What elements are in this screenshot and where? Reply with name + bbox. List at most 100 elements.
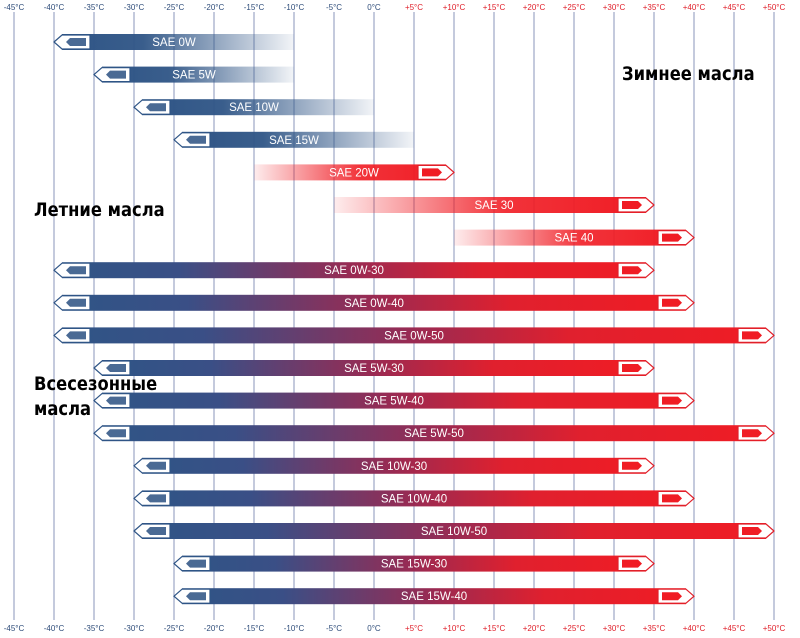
bar-body [334, 197, 646, 213]
heat-limit-arrow-inner-icon [742, 331, 762, 340]
bar-sae-5w-30: SAE 5W-30 [93, 360, 655, 376]
bars: SAE 0W SAE 5W SAE 10W SAE 15W SAE 20W SAE 30 S… [53, 34, 775, 605]
bar-label: SAE 15W [269, 135, 319, 147]
cold-limit-arrow-inner-icon [186, 592, 206, 601]
bar-label: SAE 10W [229, 102, 279, 114]
cold-limit-arrow-inner-icon [186, 559, 206, 568]
bar-sae-15w-30: SAE 15W-30 [173, 555, 655, 572]
cold-limit-arrow-inner-icon [106, 429, 126, 438]
bar-body [62, 262, 646, 279]
bar-sae-10w-30: SAE 10W-30 [133, 457, 655, 474]
heat-limit-arrow-inner-icon [622, 201, 642, 209]
x-tick-top: +45°C [723, 3, 746, 12]
x-tick-top: -5°C [326, 3, 342, 12]
x-tick-bottom: +30°C [603, 624, 626, 633]
bar-sae-15w-40: SAE 15W-40 [173, 588, 695, 605]
heat-limit-arrow-inner-icon [622, 266, 642, 275]
bar-label: SAE 30 [475, 200, 514, 212]
x-tick-bottom: +10°C [443, 624, 466, 633]
x-tick-top: +50°C [763, 3, 786, 12]
bar-sae-20w: SAE 20W [254, 164, 455, 181]
x-tick-bottom: -15°C [244, 624, 265, 633]
bar-body [182, 588, 686, 605]
cold-limit-arrow-inner-icon [146, 103, 166, 112]
x-tick-bottom: -20°C [204, 624, 225, 633]
x-tick-bottom: -10°C [284, 624, 305, 633]
heat-limit-arrow-inner-icon [662, 298, 682, 307]
x-tick-bottom: -30°C [124, 624, 145, 633]
bar-body [62, 327, 766, 344]
cold-limit-arrow-inner-icon [66, 298, 86, 307]
bar-sae-0w-30: SAE 0W-30 [53, 262, 655, 279]
bar-sae-10w-50: SAE 10W-50 [133, 523, 775, 539]
bar-body [142, 523, 766, 539]
bar-sae-10w: SAE 10W [133, 99, 374, 116]
bar-sae-30: SAE 30 [334, 197, 655, 213]
cold-limit-arrow-inner-icon [66, 331, 86, 340]
bar-label: SAE 15W-40 [401, 591, 467, 603]
bar-label: SAE 0W [152, 37, 196, 49]
x-tick-top: -30°C [124, 3, 145, 12]
bar-label: SAE 10W-50 [421, 526, 487, 538]
bar-label: SAE 0W-40 [344, 298, 404, 310]
x-tick-top: -40°C [44, 3, 65, 12]
bar-sae-5w-50: SAE 5W-50 [93, 425, 775, 442]
bar-label: SAE 5W [172, 70, 216, 82]
cold-limit-arrow-inner-icon [146, 527, 166, 535]
heat-limit-arrow-inner-icon [622, 461, 642, 470]
bar-sae-15w: SAE 15W [173, 131, 414, 148]
x-tick-top: +15°C [483, 3, 506, 12]
bar-label: SAE 15W-30 [381, 559, 447, 571]
x-tick-bottom: +40°C [683, 624, 706, 633]
cold-limit-arrow-inner-icon [66, 38, 86, 46]
bar-body [142, 457, 646, 474]
x-tick-top: +10°C [443, 3, 466, 12]
x-tick-top: -45°C [4, 3, 25, 12]
bar-sae-0w-40: SAE 0W-40 [53, 294, 695, 311]
bar-label: SAE 20W [329, 167, 379, 179]
x-tick-top: -20°C [204, 3, 225, 12]
heat-limit-arrow-inner-icon [422, 168, 442, 177]
cold-limit-arrow-inner-icon [106, 396, 126, 405]
x-axis-top-ticks: -45°C -40°C -35°C -30°C -25°C -20°C -15°C -10°C… [4, 3, 786, 12]
bar-body [142, 490, 686, 507]
bar-label: SAE 0W-50 [384, 330, 444, 342]
annotation-winter-oils: Зимнее масла [622, 63, 755, 85]
heat-limit-arrow-inner-icon [662, 494, 682, 503]
x-tick-top: +25°C [563, 3, 586, 12]
bar-sae-0w-50: SAE 0W-50 [53, 327, 775, 344]
bar-sae-0w: SAE 0W [53, 34, 294, 50]
bar-label: SAE 5W-30 [344, 363, 404, 375]
bar-label: SAE 40 [555, 233, 594, 245]
bar-sae-5w-40: SAE 5W-40 [93, 392, 695, 409]
x-tick-bottom: -5°C [326, 624, 342, 633]
bar-body [102, 425, 766, 442]
cold-limit-arrow-inner-icon [146, 494, 166, 503]
x-tick-top: +30°C [603, 3, 626, 12]
bar-body [454, 229, 686, 246]
annotation-all-season-oils: Всесезонные масла [34, 373, 158, 420]
x-tick-bottom: +45°C [723, 624, 746, 633]
bar-body [62, 34, 294, 50]
x-tick-top: -10°C [284, 3, 305, 12]
x-tick-bottom: -25°C [164, 624, 185, 633]
x-tick-bottom: +15°C [483, 624, 506, 633]
bar-sae-5w: SAE 5W [93, 66, 294, 83]
bar-sae-40: SAE 40 [454, 229, 695, 246]
x-tick-top: +35°C [643, 3, 666, 12]
bar-body [62, 294, 686, 311]
bar-body [102, 360, 646, 376]
bar-label: SAE 5W-50 [404, 428, 464, 440]
heat-limit-arrow-inner-icon [662, 592, 682, 601]
heat-limit-arrow-inner-icon [622, 364, 642, 372]
x-tick-bottom: +25°C [563, 624, 586, 633]
bar-body [182, 131, 414, 148]
cold-limit-arrow-inner-icon [106, 364, 126, 372]
x-tick-bottom: -40°C [44, 624, 65, 633]
heat-limit-arrow-inner-icon [742, 429, 762, 438]
bar-body [182, 555, 646, 572]
x-tick-top: -25°C [164, 3, 185, 12]
x-tick-bottom: -35°C [84, 624, 105, 633]
cold-limit-arrow-inner-icon [66, 266, 86, 275]
